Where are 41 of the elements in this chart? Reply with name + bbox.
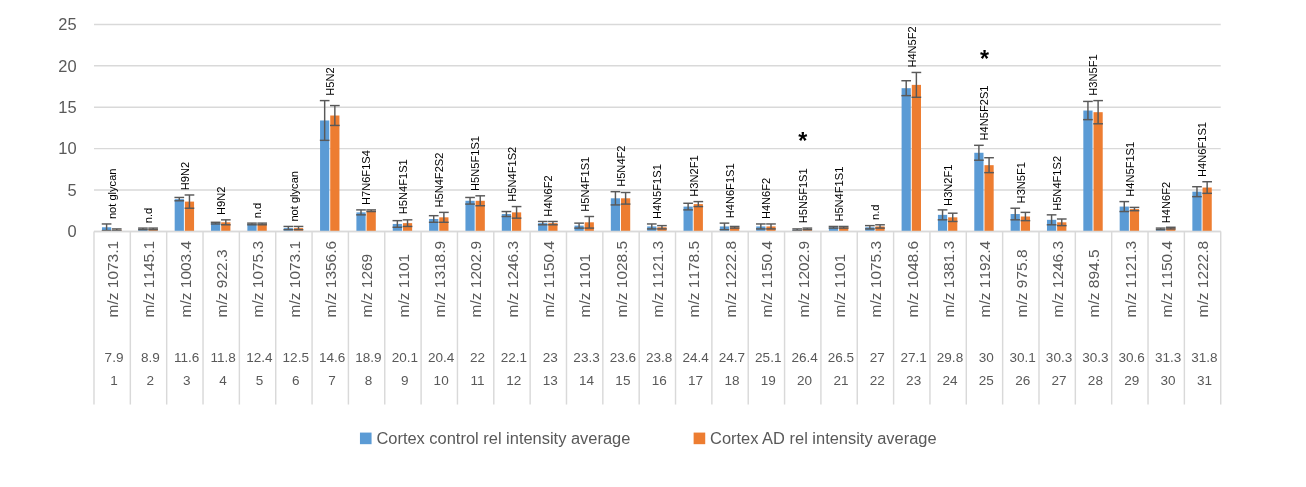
y-tick-label: 0 (67, 222, 77, 241)
annotation: * (798, 128, 808, 155)
legend-label: Cortex AD rel intensity average (710, 429, 937, 448)
annotation: H4N5F1S1 (1123, 141, 1136, 197)
annotation: n.d (869, 204, 882, 220)
annotation: H4N5F2S1 (978, 85, 991, 141)
annotation: H5N4F1S2 (1051, 155, 1064, 211)
y-tick-label: 15 (58, 97, 77, 116)
legend-label: Cortex control rel intensity average (376, 429, 631, 448)
annotation: H5N4F1S2 (505, 146, 518, 202)
annotation: H4N6F1S1 (723, 163, 736, 219)
y-tick-label: 5 (67, 180, 77, 199)
annotation: n.d (251, 202, 264, 219)
annotation: H5N4F2S2 (433, 152, 446, 208)
annotation: H4N5F1S1 (651, 164, 664, 220)
annotation: H5N5F1S1 (469, 136, 482, 191)
annotation: H4N5F2 (905, 26, 918, 68)
annotation: H5N4F1S1 (396, 159, 409, 215)
annotation: H3N2F1 (941, 164, 954, 206)
y-tick-label: 20 (58, 56, 77, 75)
annotation: * (979, 45, 989, 72)
annotation: H4N6F1S1 (1196, 121, 1209, 177)
annotation: H4N6F2 (1160, 181, 1173, 224)
annotation: H5N4F1S1 (832, 166, 845, 222)
y-tick-label: 10 (58, 139, 77, 158)
annotation: n.d (142, 207, 155, 224)
annotation: H7N6F1S4 (360, 150, 373, 206)
annotation: H3N2F1 (687, 155, 700, 197)
annotation: H4N6F2 (542, 175, 555, 217)
annotation: H5N4F2 (614, 145, 627, 187)
annotation: H9N2 (215, 186, 228, 215)
annotation: H3N5F1 (1014, 162, 1027, 204)
annotation: H4N6F2 (760, 177, 773, 220)
annotation: not glycan (287, 170, 300, 222)
annotation: H5N5F1S1 (796, 168, 809, 224)
y-tick-label: 25 (58, 15, 77, 34)
annotation: not glycan (106, 168, 119, 220)
annotation: H5N4F1S1 (578, 156, 591, 212)
annotation: H3N5F1 (1087, 54, 1100, 96)
annotation: H5N2 (324, 67, 337, 96)
annotation: H9N2 (178, 161, 191, 191)
